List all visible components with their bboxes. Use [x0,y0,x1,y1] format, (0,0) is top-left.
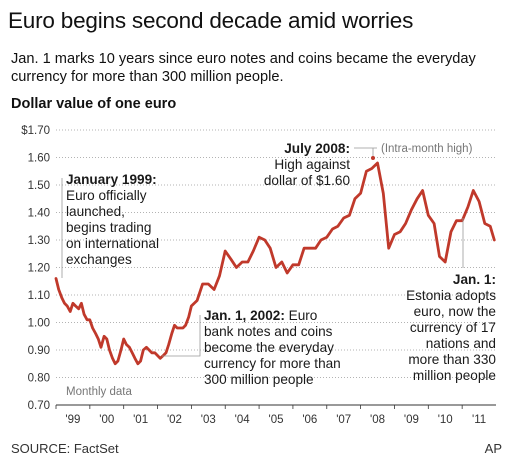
annotation-jan-2011-line: currency of 17 [410,320,496,335]
y-axis-ticks: $1.70 1.60 1.50 1.40 1.30 1.20 1.10 1.00 0.90 0.8… [21,125,50,412]
annotation-jan-1999-line: launched, [66,204,125,219]
page-title: Euro begins second decade amid worries [8,8,414,33]
y-tick-label: 0.90 [28,345,50,357]
source-credit: SOURCE: FactSet [11,441,119,456]
x-tick-label: '07 [336,414,351,426]
annotation-jan-1999-line: exchanges [66,252,132,267]
agency-credit: AP [484,441,502,456]
chart-title: Dollar value of one euro [11,96,177,112]
x-tick-label: '04 [235,414,251,426]
annotation-jul-2008-note: (Intra-month high) [381,143,473,155]
grid-lines [56,129,496,378]
annotation-jan-2002-line: bank notes and coins [204,324,333,339]
x-tick-label: '02 [167,414,182,426]
annotation-jan-1999-line: on international [66,236,159,251]
y-tick-label: 1.50 [28,180,50,192]
y-tick-label: 1.60 [28,153,50,165]
page-subtitle: Jan. 1 marks 10 years since euro notes a… [11,51,476,85]
annotation-jul-2008-line: High against [274,157,350,172]
x-tick-label: '09 [404,414,419,426]
annotation-jul-2008-title: July 2008: [284,141,350,156]
annotation-jan-2002-first-line: Jan. 1, 2002: Euro [204,308,317,323]
annotation-jan-2002-line: 300 million people [204,372,314,387]
x-tick-label: '05 [269,414,284,426]
annotation-jan-1999-title: January 1999: [66,172,157,187]
monthly-data-note: Monthly data [66,386,132,398]
y-tick-label: 1.30 [28,235,50,247]
x-tick-label: '06 [302,414,317,426]
annotation-jul-2008-line: dollar of $1.60 [264,173,351,188]
y-tick-label: 1.10 [28,290,50,302]
x-tick-label: '08 [370,414,385,426]
y-tick-label: 1.00 [28,318,50,330]
annotation-jan-2002-leader [162,315,201,357]
annotation-jan-2011-title: Jan. 1: [453,272,496,287]
annotation-jan-2002: Jan. 1, 2002: Euro bank notes and coins … [162,308,341,387]
x-tick-label: '10 [438,414,453,426]
annotation-jul-2008: July 2008: High against dollar of $1.60 … [264,141,473,188]
x-tick-label: '00 [99,414,114,426]
x-tick-label: '99 [65,414,80,426]
annotation-jan-2011-line: euro, now the [414,304,496,319]
annotation-jan-2011-line: million people [413,368,496,383]
annotation-jan-2002-first-rest: Euro [285,308,318,323]
y-tick-label: 0.80 [28,373,50,385]
annotation-jan-2011-line: nations and [426,336,496,351]
y-tick-label: 0.70 [28,400,50,412]
y-tick-label: 1.40 [28,208,50,220]
annotation-jan-1999: January 1999: Euro officially launched, … [61,172,159,278]
euro-value-line [54,161,496,366]
annotation-jan-1999-line: begins trading [66,220,151,235]
annotation-jan-2002-title: Jan. 1, 2002: [204,308,285,323]
annotation-jan-2002-line: currency for more than [204,356,341,371]
y-tick-label: 1.20 [28,263,50,275]
annotation-jan-2002-line: become the everyday [204,340,334,355]
x-tick-label: '11 [472,414,486,426]
annotation-jan-2011-line: more than 330 [408,352,496,367]
annotation-jan-2011-line: Estonia adopts [406,288,496,303]
annotation-jul-2008-marker [371,156,375,160]
x-axis-ticks: '99 '00 '01 '02 '03 '04 '05 '06 '07 '08 '09 '10 '11 [55,405,486,426]
x-tick-label: '01 [133,414,148,426]
annotation-jan-1999-line: Euro officially [66,188,147,203]
y-tick-label: $1.70 [21,125,50,137]
x-tick-label: '03 [201,414,216,426]
annotation-jan-2011: Jan. 1: Estonia adopts euro, now the cur… [406,218,496,383]
